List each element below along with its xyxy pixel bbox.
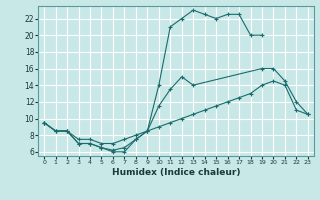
X-axis label: Humidex (Indice chaleur): Humidex (Indice chaleur) (112, 168, 240, 177)
